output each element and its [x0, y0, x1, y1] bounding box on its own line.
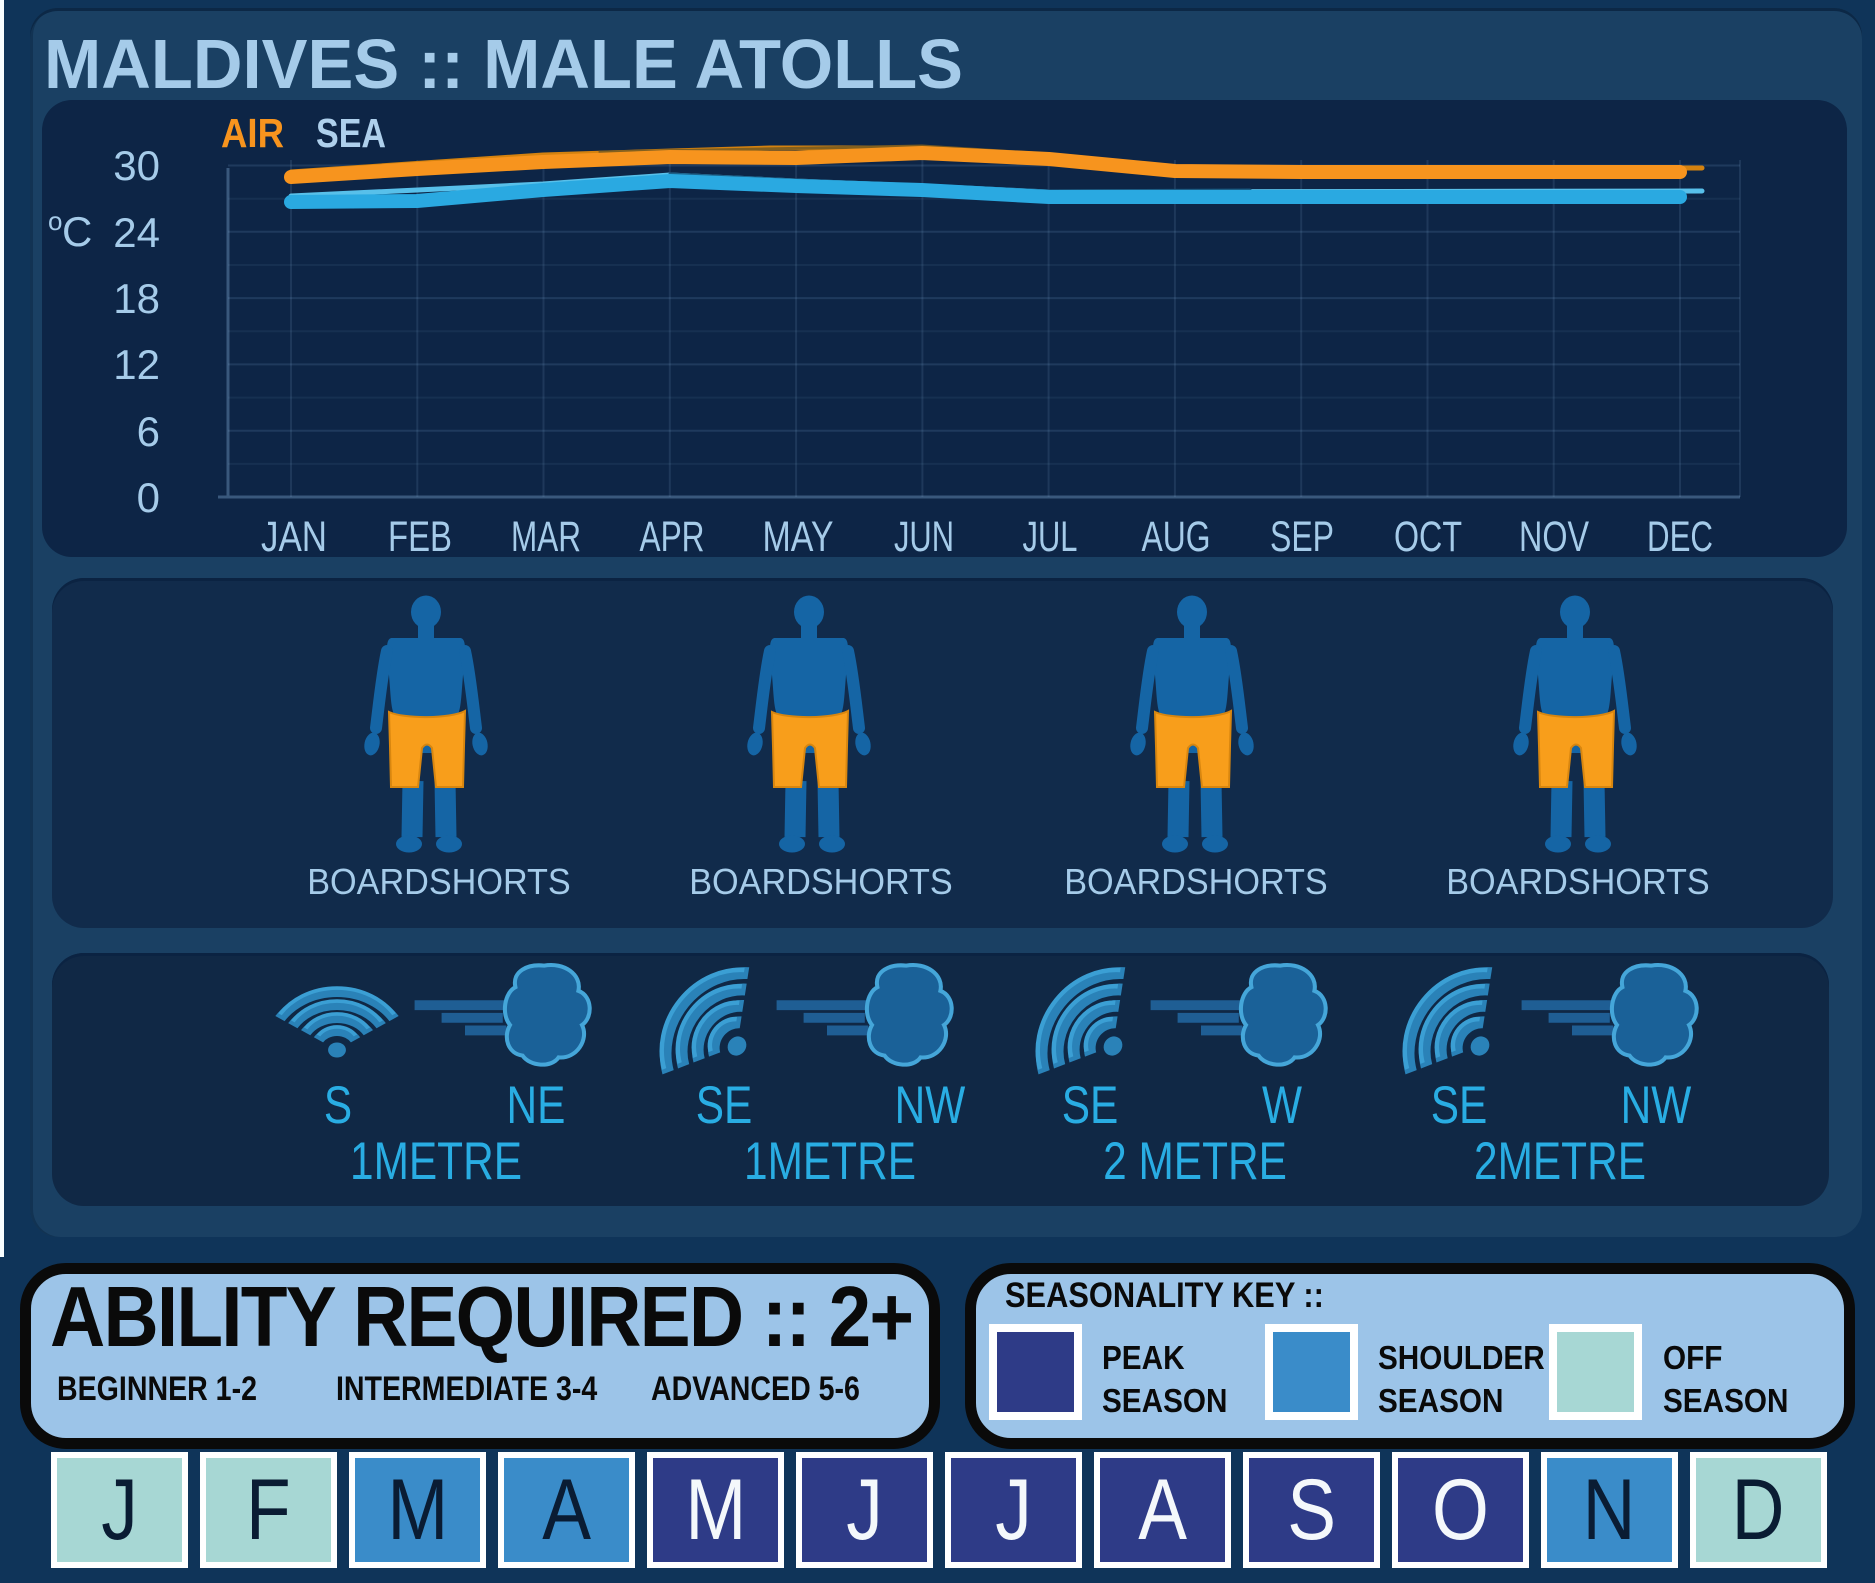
- svg-text:OCT: OCT: [1394, 513, 1462, 561]
- svg-text:DEC: DEC: [1647, 513, 1713, 561]
- svg-text:SEA: SEA: [316, 110, 386, 156]
- svg-text:JUN: JUN: [894, 513, 954, 561]
- svg-text:AIR: AIR: [221, 110, 284, 156]
- svg-text:JAN: JAN: [261, 513, 327, 561]
- svg-text:JUL: JUL: [1023, 513, 1078, 561]
- svg-text:AUG: AUG: [1142, 513, 1211, 561]
- svg-text:24: 24: [113, 209, 160, 256]
- svg-text:18: 18: [113, 275, 160, 322]
- svg-text:MAR: MAR: [511, 513, 581, 561]
- svg-text:SEP: SEP: [1270, 513, 1334, 561]
- svg-text:6: 6: [137, 408, 160, 455]
- svg-text:12: 12: [113, 341, 160, 388]
- svg-text:o: o: [48, 206, 62, 236]
- svg-text:APR: APR: [640, 513, 705, 561]
- svg-text:C: C: [62, 208, 92, 255]
- svg-text:30: 30: [113, 142, 160, 189]
- svg-text:MAY: MAY: [763, 513, 834, 561]
- svg-text:NOV: NOV: [1519, 513, 1589, 561]
- svg-text:0: 0: [137, 474, 160, 521]
- svg-text:FEB: FEB: [388, 513, 452, 561]
